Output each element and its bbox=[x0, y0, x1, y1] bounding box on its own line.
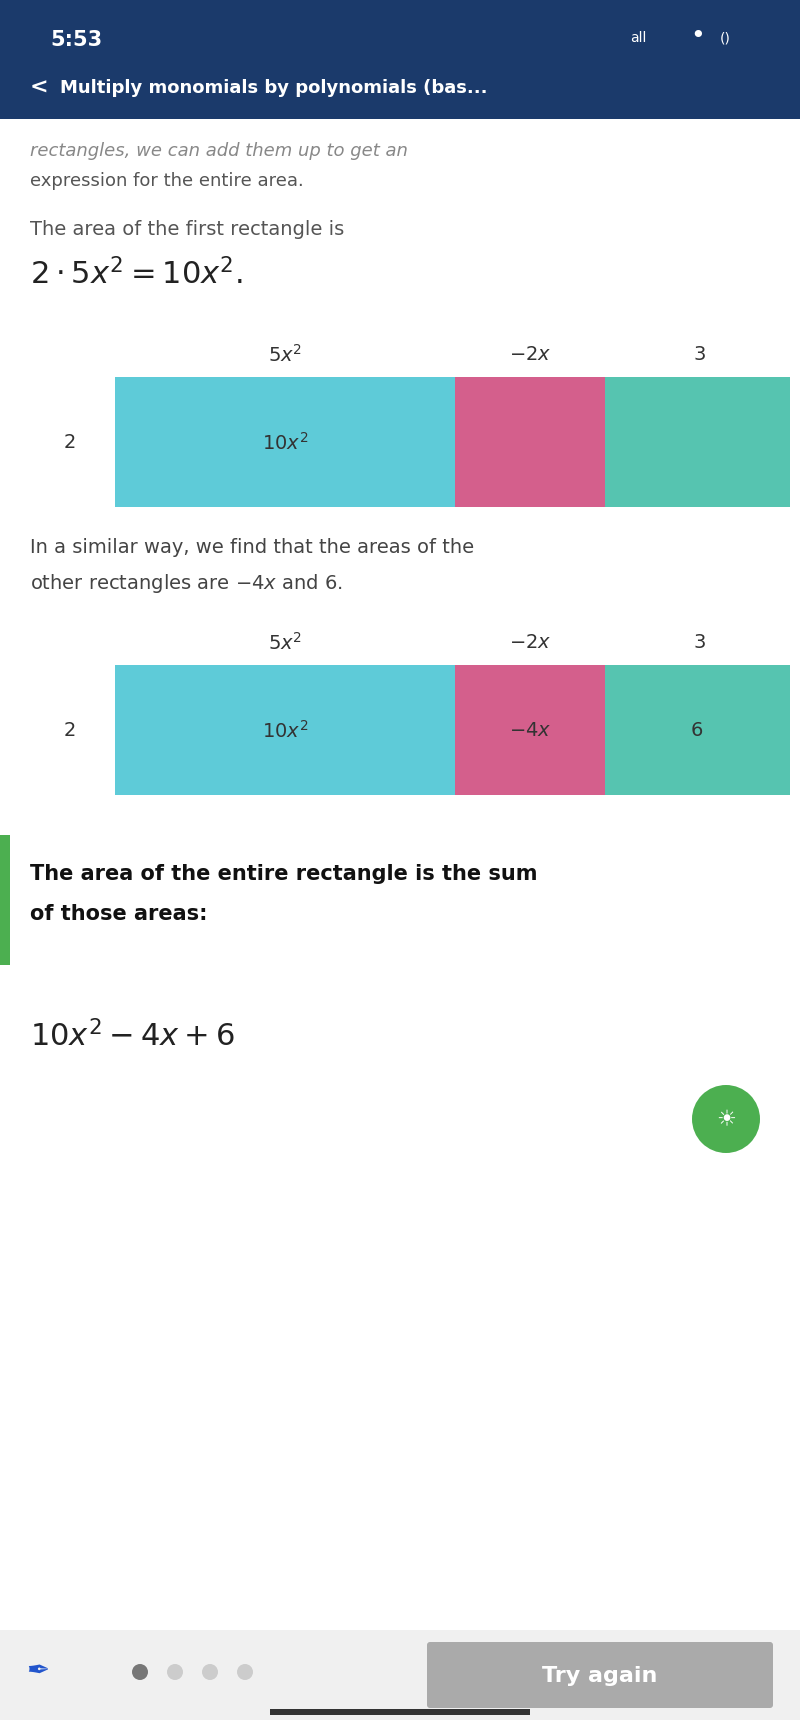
Text: expression for the entire area.: expression for the entire area. bbox=[30, 171, 304, 190]
Text: ✒: ✒ bbox=[26, 1656, 50, 1683]
Text: $5x^2$: $5x^2$ bbox=[268, 631, 302, 654]
Bar bbox=[115, 666, 455, 796]
Text: $10x^2$: $10x^2$ bbox=[262, 432, 308, 453]
Text: •: • bbox=[690, 24, 705, 48]
Text: $10x^2 - 4x + 6$: $10x^2 - 4x + 6$ bbox=[30, 1019, 234, 1052]
Text: 6: 6 bbox=[691, 721, 703, 740]
Bar bbox=[605, 666, 790, 796]
Ellipse shape bbox=[202, 1664, 218, 1680]
Bar bbox=[0, 836, 10, 965]
Bar bbox=[115, 377, 455, 507]
Ellipse shape bbox=[167, 1664, 183, 1680]
Text: $5x^2$: $5x^2$ bbox=[268, 344, 302, 365]
Text: $10x^2$: $10x^2$ bbox=[262, 720, 308, 742]
Text: The area of the entire rectangle is the sum: The area of the entire rectangle is the … bbox=[30, 863, 538, 884]
Bar bbox=[270, 1709, 530, 1714]
Text: <: < bbox=[30, 78, 49, 99]
Bar bbox=[455, 377, 605, 507]
Ellipse shape bbox=[237, 1664, 253, 1680]
Bar bbox=[0, 1630, 800, 1720]
Bar bbox=[455, 666, 605, 796]
Text: $-4x$: $-4x$ bbox=[509, 721, 551, 740]
Bar bbox=[605, 377, 790, 507]
Text: $2 \cdot 5x^2 = 10x^2.$: $2 \cdot 5x^2 = 10x^2.$ bbox=[30, 258, 242, 291]
Text: $-2x$: $-2x$ bbox=[509, 346, 551, 365]
Text: 3: 3 bbox=[694, 346, 706, 365]
Text: 2: 2 bbox=[64, 721, 76, 740]
Text: $-2x$: $-2x$ bbox=[509, 633, 551, 652]
Text: The area of the first rectangle is: The area of the first rectangle is bbox=[30, 220, 344, 239]
FancyBboxPatch shape bbox=[427, 1642, 773, 1708]
Text: In a similar way, we find that the areas of the: In a similar way, we find that the areas… bbox=[30, 538, 474, 557]
Text: Multiply monomials by polynomials (bas...: Multiply monomials by polynomials (bas..… bbox=[60, 80, 487, 97]
Text: Try again: Try again bbox=[542, 1664, 658, 1685]
Text: ☀: ☀ bbox=[716, 1109, 736, 1130]
Text: 2: 2 bbox=[64, 432, 76, 452]
Ellipse shape bbox=[132, 1664, 148, 1680]
Bar bbox=[0, 0, 800, 119]
Text: of those areas:: of those areas: bbox=[30, 903, 207, 924]
Ellipse shape bbox=[692, 1085, 760, 1154]
Text: (): () bbox=[720, 31, 731, 45]
Text: 3: 3 bbox=[694, 633, 706, 652]
Text: other rectangles are $-4x$ and $6$.: other rectangles are $-4x$ and $6$. bbox=[30, 571, 343, 595]
Text: rectangles, we can add them up to get an: rectangles, we can add them up to get an bbox=[30, 142, 408, 159]
Text: all: all bbox=[630, 31, 646, 45]
Text: 5:53: 5:53 bbox=[50, 29, 102, 50]
